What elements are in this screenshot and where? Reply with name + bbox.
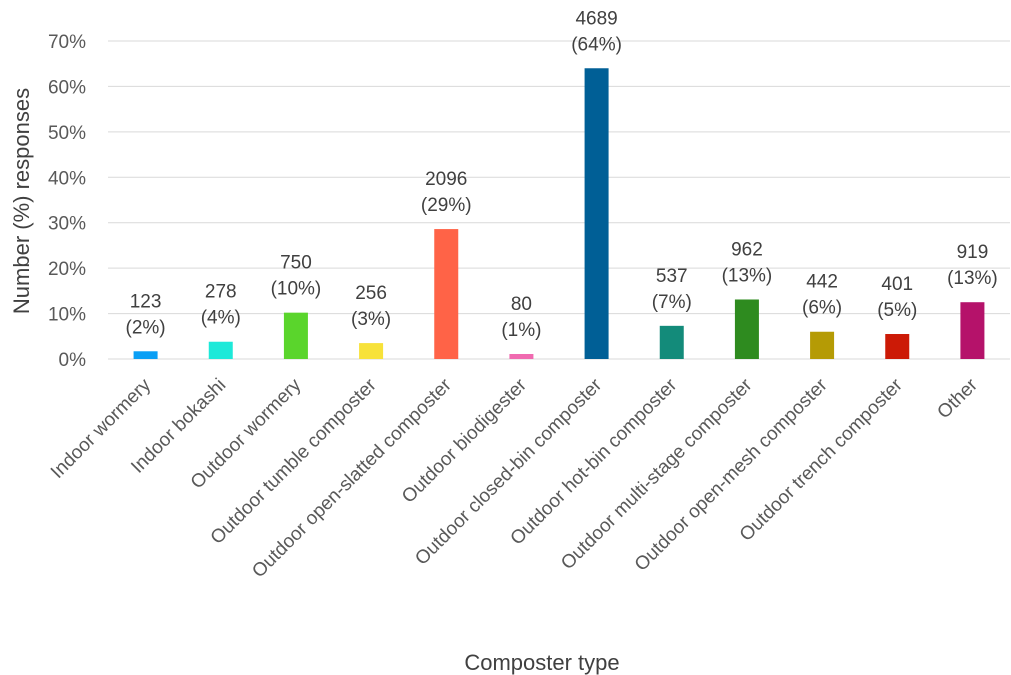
bars: [133, 68, 985, 359]
data-label-count: 2096: [425, 169, 467, 190]
data-label-percent: (1%): [501, 320, 541, 341]
x-tick-label: Outdoor biodigester: [398, 374, 531, 507]
x-tick-label: Other: [933, 374, 982, 423]
data-label-percent: (6%): [802, 298, 842, 319]
bar: [810, 331, 835, 359]
bar: [960, 302, 985, 359]
bar: [434, 229, 459, 359]
data-label-percent: (4%): [201, 308, 241, 329]
data-label-percent: (5%): [877, 300, 917, 321]
y-tick-label: 30%: [48, 214, 86, 235]
y-axis-title: Number (%) responses: [9, 88, 34, 314]
data-label-count: 256: [355, 283, 387, 304]
y-tick-label: 10%: [48, 305, 86, 326]
data-label-percent: (3%): [351, 309, 391, 330]
data-labels: 123 (2%) 278 (4%) 750 (10%) 256 (3%) 2096 (29%) 80…: [126, 8, 998, 341]
data-label-percent: (13%): [947, 268, 998, 289]
data-label-percent: (64%): [571, 34, 622, 55]
y-tick-label: 60%: [48, 77, 86, 98]
y-tick-label: 70%: [48, 32, 86, 53]
data-label-percent: (7%): [652, 292, 692, 313]
data-label-percent: (10%): [271, 279, 322, 300]
bar: [659, 325, 684, 359]
y-tick-label: 40%: [48, 168, 86, 189]
data-label-count: 919: [957, 242, 989, 263]
data-label-count: 962: [731, 239, 763, 260]
data-label-percent: (2%): [126, 317, 166, 338]
y-tick-label: 20%: [48, 259, 86, 280]
data-label-percent: (29%): [421, 195, 472, 216]
bar: [133, 351, 158, 359]
bar: [208, 341, 233, 359]
bar: [509, 354, 534, 359]
gridlines: [108, 40, 1010, 360]
bar: [359, 343, 384, 359]
data-label-count: 401: [881, 274, 913, 295]
data-label-count: 537: [656, 266, 688, 287]
y-tick-label: 0%: [59, 350, 87, 371]
y-tick-label: 50%: [48, 123, 86, 144]
data-label-count: 123: [130, 291, 162, 312]
data-label-count: 750: [280, 253, 312, 274]
data-label-percent: (13%): [722, 265, 773, 286]
x-tick-label: Outdoor trench composter: [736, 374, 907, 545]
data-label-count: 278: [205, 282, 237, 303]
bar: [283, 312, 308, 359]
bar: [584, 68, 609, 359]
bar: [885, 334, 910, 359]
data-label-count: 442: [806, 272, 838, 293]
bar: [734, 299, 759, 359]
data-label-count: 80: [511, 294, 532, 315]
y-axis-ticks: 0% 10% 20% 30% 40% 50% 60% 70%: [48, 32, 86, 371]
data-label-count: 4689: [575, 8, 617, 29]
x-axis-title: Composter type: [464, 650, 619, 675]
